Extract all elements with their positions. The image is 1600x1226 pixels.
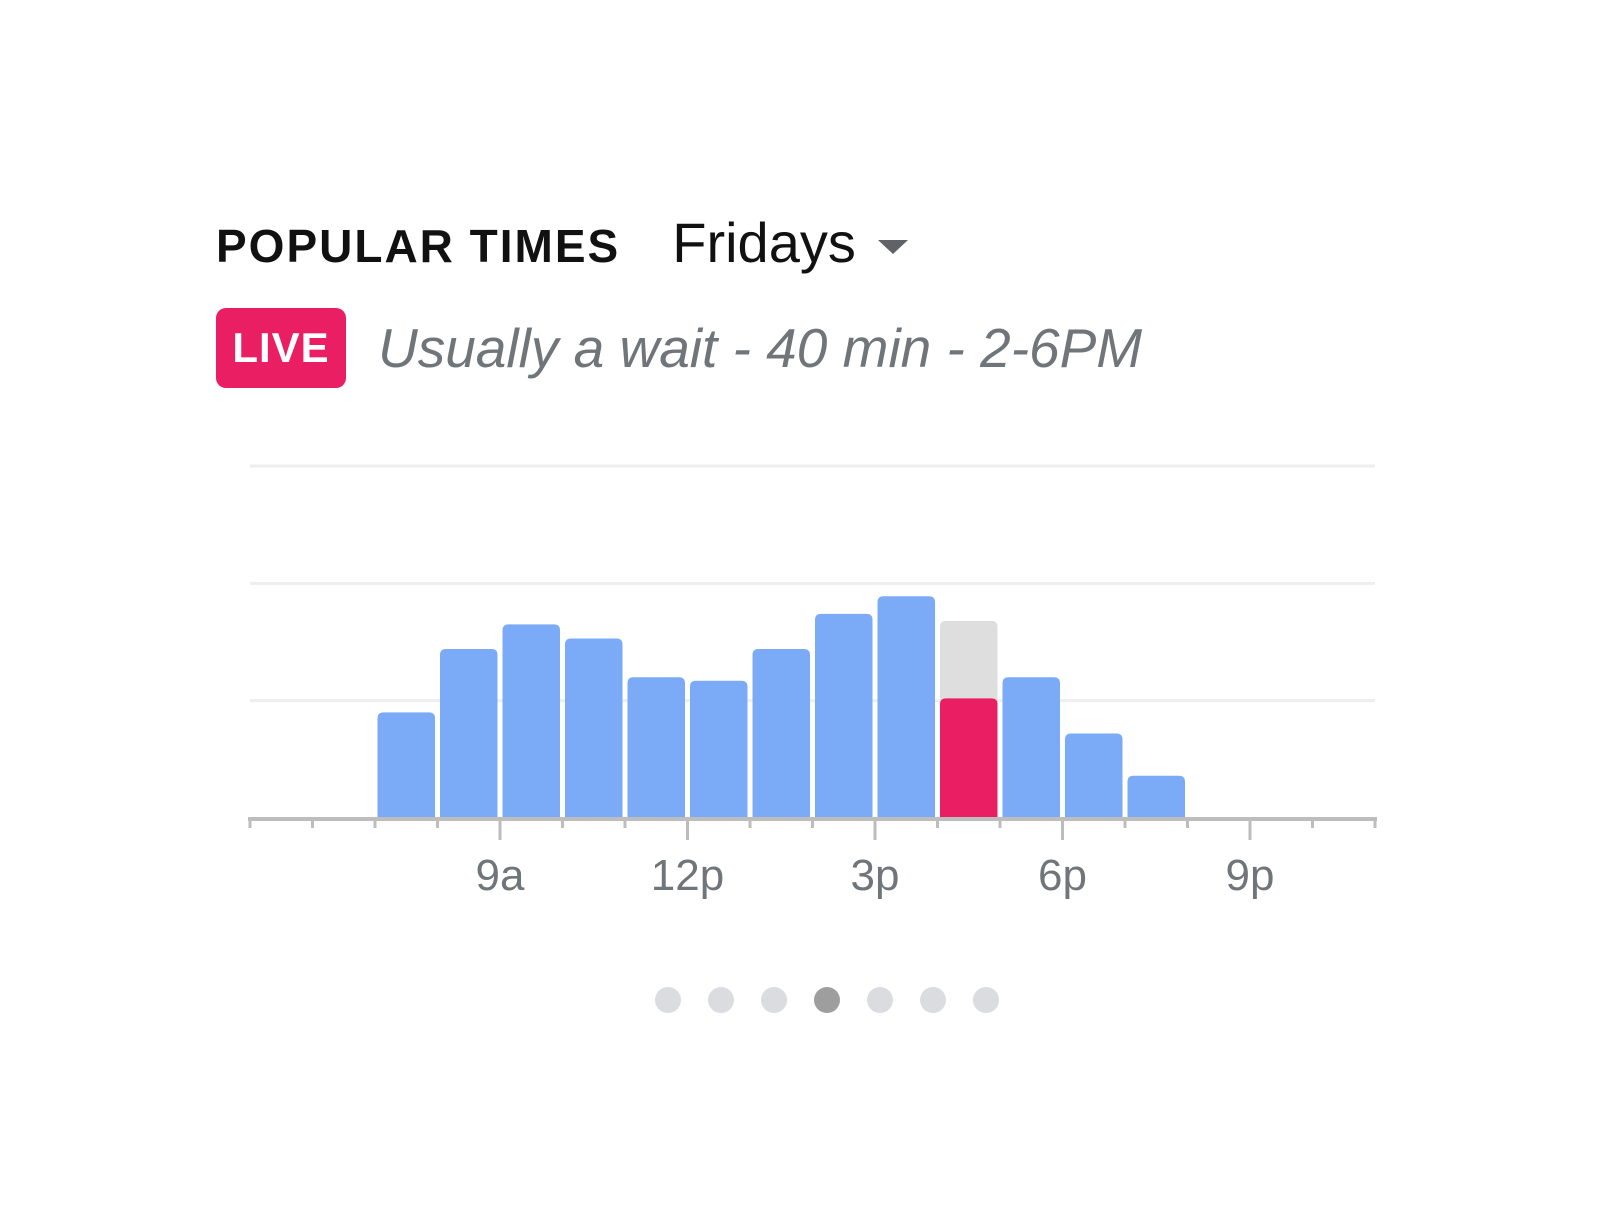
busyness-bar bbox=[690, 680, 748, 818]
x-tick-label: 12p bbox=[651, 851, 724, 900]
pager-dot[interactable] bbox=[920, 987, 946, 1013]
caret-down-icon bbox=[877, 239, 908, 254]
busyness-bar bbox=[1002, 677, 1060, 818]
busyness-bar bbox=[752, 649, 810, 818]
live-busyness-bar bbox=[940, 698, 998, 818]
x-tick-label: 9a bbox=[476, 851, 525, 900]
busyness-bar bbox=[565, 638, 623, 818]
day-dropdown-label: Fridays bbox=[672, 211, 856, 274]
pager-dot[interactable] bbox=[761, 987, 787, 1013]
busyness-bar bbox=[815, 613, 873, 818]
day-dropdown[interactable]: Fridays bbox=[672, 210, 908, 275]
busyness-bar bbox=[1127, 775, 1185, 818]
busyness-bar bbox=[1065, 733, 1123, 818]
pager-dots bbox=[655, 987, 1026, 1013]
live-badge: LIVE bbox=[216, 308, 346, 388]
busyness-bar bbox=[502, 624, 560, 818]
busyness-bar bbox=[877, 596, 935, 818]
x-tick-label: 9p bbox=[1226, 851, 1275, 900]
busyness-bar bbox=[440, 649, 498, 818]
x-tick-label: 3p bbox=[851, 851, 900, 900]
pager-dot[interactable] bbox=[973, 987, 999, 1013]
pager-dot[interactable] bbox=[655, 987, 681, 1013]
section-title: POPULAR TIMES bbox=[216, 220, 621, 272]
pager-dot[interactable] bbox=[867, 987, 893, 1013]
live-status-row: LIVE Usually a wait - 40 min - 2-6PM bbox=[216, 308, 1142, 388]
pager-dot-active[interactable] bbox=[814, 987, 840, 1013]
live-status-text: Usually a wait - 40 min - 2-6PM bbox=[378, 317, 1143, 379]
popular-times-chart: 9a 12p 3p 6p 9p bbox=[248, 464, 1377, 900]
popular-times-header: POPULAR TIMES Fridays bbox=[216, 210, 908, 275]
busyness-bar bbox=[377, 712, 435, 818]
busyness-bar bbox=[627, 677, 685, 818]
x-tick-label: 6p bbox=[1038, 851, 1087, 900]
pager-dot[interactable] bbox=[708, 987, 734, 1013]
